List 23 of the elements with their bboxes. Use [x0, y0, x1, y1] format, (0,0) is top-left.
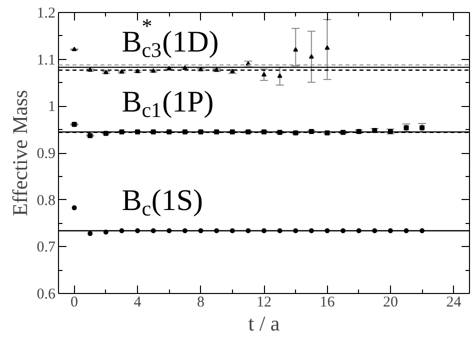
- x-tick-label: 20: [382, 294, 398, 310]
- y-tick-label: 1.1: [36, 52, 56, 68]
- point: [293, 47, 298, 52]
- y-tick-label: 0.8: [36, 192, 56, 209]
- x-tick-label: 8: [197, 294, 205, 310]
- point: [72, 205, 77, 210]
- y-tick-label: 1: [48, 99, 56, 116]
- y-tick-label: 0.9: [36, 146, 56, 162]
- x-tick-label: 4: [134, 294, 142, 310]
- x-axis-title: t / a: [248, 312, 280, 336]
- point: [277, 73, 282, 78]
- x-tick-label: 12: [256, 294, 272, 310]
- y-tick-label: 0.7: [36, 240, 56, 256]
- point: [262, 72, 266, 76]
- point: [324, 45, 330, 50]
- x-tick-label: 24: [446, 294, 462, 310]
- x-tick-label: 16: [320, 294, 336, 310]
- point: [308, 54, 314, 59]
- point: [88, 231, 93, 236]
- y-axis-title: Effective Mass: [8, 90, 32, 216]
- y-tick-label: 1.2: [36, 6, 56, 22]
- y-tick-label: 0.6: [36, 286, 56, 302]
- x-tick-label: 0: [70, 294, 78, 310]
